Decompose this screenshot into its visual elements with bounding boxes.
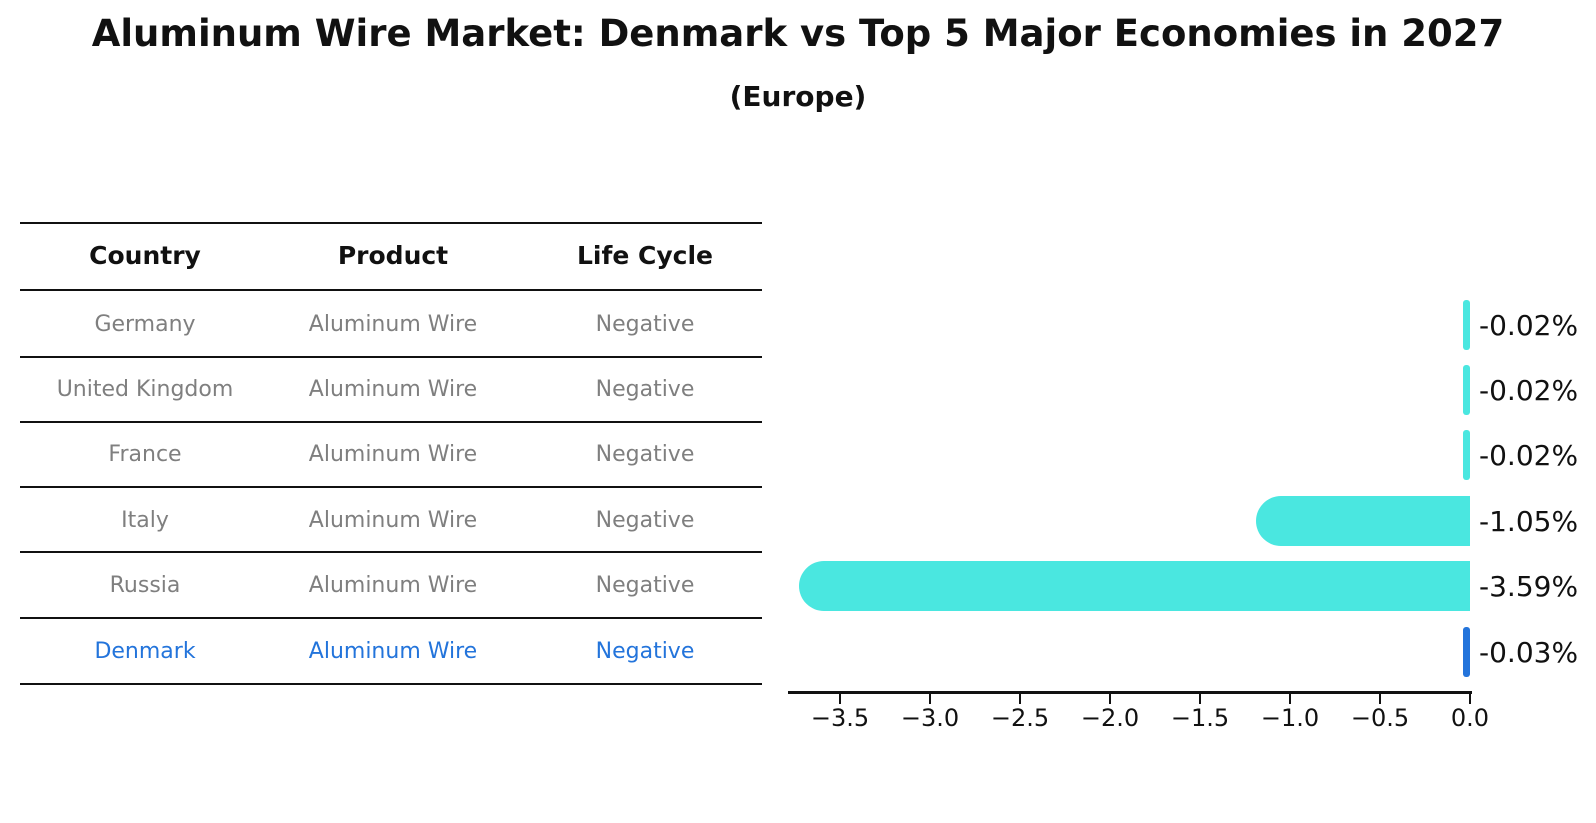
column-header-product: Product bbox=[337, 241, 449, 270]
cell-country: Italy bbox=[121, 508, 169, 533]
bar bbox=[1463, 627, 1470, 677]
cell-life-cycle: Negative bbox=[595, 442, 695, 467]
bar-value-label: -1.05% bbox=[1479, 504, 1579, 538]
chart-title: Aluminum Wire Market: Denmark vs Top 5 M… bbox=[91, 12, 1505, 55]
bar-value-label: -0.03% bbox=[1479, 635, 1579, 669]
table-rule bbox=[20, 356, 762, 358]
cell-life-cycle: Negative bbox=[595, 508, 695, 533]
x-axis-tick bbox=[1109, 694, 1111, 704]
chart-subtitle: (Europe) bbox=[729, 80, 867, 113]
x-axis-tick bbox=[1289, 694, 1291, 704]
cell-country: France bbox=[108, 442, 182, 467]
table-rule bbox=[20, 421, 762, 423]
table-rule-top bbox=[20, 222, 762, 224]
cell-product: Aluminum Wire bbox=[308, 508, 478, 533]
cell-product: Aluminum Wire bbox=[308, 312, 478, 337]
cell-country: Denmark bbox=[94, 639, 196, 664]
table-rule-header bbox=[20, 289, 762, 291]
x-axis-tick-label: −3.5 bbox=[810, 704, 870, 732]
table-rule bbox=[20, 617, 762, 619]
x-axis-tick-label: −1.5 bbox=[1170, 704, 1230, 732]
cell-country: Germany bbox=[94, 312, 196, 337]
cell-product: Aluminum Wire bbox=[308, 442, 478, 467]
bar bbox=[1463, 365, 1470, 415]
x-axis-tick bbox=[1199, 694, 1201, 704]
bar-value-label: -3.59% bbox=[1479, 569, 1579, 603]
x-axis-tick-label: −0.5 bbox=[1350, 704, 1410, 732]
x-axis-tick-label: −2.0 bbox=[1080, 704, 1140, 732]
cell-life-cycle: Negative bbox=[595, 573, 695, 598]
cell-product: Aluminum Wire bbox=[308, 573, 478, 598]
x-axis-tick bbox=[839, 694, 841, 704]
column-header-country: Country bbox=[89, 241, 201, 270]
column-header-life-cycle: Life Cycle bbox=[576, 241, 714, 270]
x-axis-tick bbox=[929, 694, 931, 704]
bar bbox=[1463, 300, 1470, 350]
cell-product: Aluminum Wire bbox=[308, 377, 478, 402]
x-axis-tick bbox=[1469, 694, 1471, 704]
bar bbox=[1256, 496, 1470, 546]
bar-value-label: -0.02% bbox=[1479, 438, 1579, 472]
table-rule-bottom bbox=[20, 683, 762, 685]
cell-life-cycle: Negative bbox=[595, 639, 695, 664]
table-rule bbox=[20, 486, 762, 488]
cell-country: United Kingdom bbox=[56, 377, 234, 402]
x-axis-tick-label: −1.0 bbox=[1260, 704, 1320, 732]
x-axis-spine bbox=[788, 691, 1472, 694]
cell-product: Aluminum Wire bbox=[308, 639, 478, 664]
x-axis-tick bbox=[1379, 694, 1381, 704]
table-rule bbox=[20, 551, 762, 553]
cell-life-cycle: Negative bbox=[595, 312, 695, 337]
bar bbox=[798, 561, 1470, 611]
bar-value-label: -0.02% bbox=[1479, 308, 1579, 342]
cell-life-cycle: Negative bbox=[595, 377, 695, 402]
x-axis-tick-label: −2.5 bbox=[990, 704, 1050, 732]
cell-country: Russia bbox=[109, 573, 181, 598]
x-axis-tick-label: 0.0 bbox=[1450, 704, 1490, 732]
x-axis-tick-label: −3.0 bbox=[900, 704, 960, 732]
bar bbox=[1463, 430, 1470, 480]
bar-value-label: -0.02% bbox=[1479, 373, 1579, 407]
x-axis-tick bbox=[1019, 694, 1021, 704]
